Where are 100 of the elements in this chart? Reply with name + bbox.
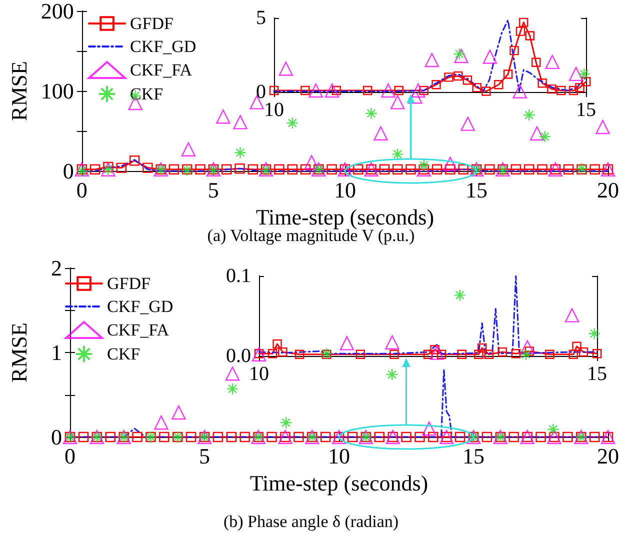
y-tick-label: 1 — [51, 340, 62, 365]
point — [181, 142, 196, 156]
point — [386, 368, 398, 381]
legend-label: CKF_GD — [107, 297, 174, 316]
point — [578, 347, 588, 357]
legend-label: GFDF — [130, 14, 174, 33]
point — [460, 116, 475, 131]
point — [482, 50, 498, 64]
point — [547, 84, 556, 94]
y-tick-label: 200 — [40, 0, 74, 24]
point — [154, 416, 168, 430]
point — [347, 432, 358, 442]
point — [522, 108, 536, 122]
x-tick-label: 10 — [334, 178, 356, 202]
point — [432, 164, 442, 174]
point — [272, 339, 282, 349]
point — [474, 350, 484, 359]
point — [537, 164, 548, 174]
y-tick-label: 0.1 — [226, 265, 251, 287]
point — [324, 83, 340, 98]
point — [422, 421, 436, 436]
point — [116, 162, 126, 173]
point — [225, 366, 240, 381]
point — [432, 80, 441, 90]
point — [240, 432, 250, 442]
y-tick-label: 2 — [51, 256, 62, 280]
y-tick-label: 0.0 — [226, 345, 251, 367]
point — [195, 164, 206, 174]
x-tick-label: 5 — [199, 444, 210, 468]
point — [300, 164, 311, 174]
x-axis-title: Time-step (seconds) — [256, 204, 434, 230]
point — [212, 432, 224, 442]
point — [545, 350, 554, 359]
point — [385, 335, 400, 350]
point — [381, 83, 396, 98]
point — [596, 120, 610, 134]
point — [578, 68, 590, 80]
point — [278, 62, 293, 76]
point — [233, 115, 248, 130]
point — [458, 164, 468, 174]
point — [482, 432, 492, 442]
point — [105, 432, 116, 442]
point — [418, 159, 430, 172]
x-tick-label: 5 — [208, 178, 219, 202]
point — [186, 432, 196, 442]
point — [510, 164, 522, 174]
point — [520, 348, 532, 360]
x-tick-label: 15 — [576, 99, 596, 121]
point — [391, 148, 404, 160]
point — [234, 164, 245, 174]
point — [304, 155, 319, 170]
point — [132, 432, 142, 442]
point — [556, 86, 566, 96]
point — [568, 350, 578, 359]
x-tick-label: 20 — [597, 444, 619, 468]
y-axis-title: RMSE — [6, 61, 32, 121]
point — [390, 350, 399, 359]
point — [538, 130, 551, 143]
y-tick-label: 0 — [62, 158, 74, 184]
point — [454, 432, 466, 442]
point — [563, 164, 574, 174]
point — [406, 164, 416, 174]
point — [168, 164, 180, 174]
point — [454, 48, 468, 64]
point — [226, 382, 239, 395]
legend-label: GFDF — [107, 274, 150, 293]
x-tick-label: 20 — [597, 178, 619, 202]
point — [589, 432, 600, 442]
x-axis-title: Time-step (seconds) — [250, 470, 428, 496]
point — [278, 347, 288, 357]
y-axis-title: RMSE — [6, 322, 32, 382]
point — [286, 116, 298, 130]
point — [300, 86, 310, 96]
point — [562, 432, 573, 442]
point — [545, 54, 560, 70]
point — [581, 77, 591, 86]
text: (b) Phase angle δ (radian) — [223, 512, 399, 531]
x-tick-label: 10 — [328, 444, 350, 468]
point — [503, 70, 513, 79]
point — [411, 83, 426, 98]
point — [374, 126, 388, 140]
point — [363, 86, 372, 96]
legend-label: CKF_FA — [107, 320, 170, 340]
point — [274, 164, 284, 174]
point — [568, 86, 578, 96]
point — [76, 164, 88, 178]
point — [392, 164, 403, 174]
point — [510, 46, 519, 56]
point — [508, 432, 519, 442]
point — [525, 31, 534, 40]
point — [129, 156, 140, 166]
point — [538, 78, 547, 88]
point — [280, 416, 292, 429]
point — [484, 350, 494, 359]
point — [374, 432, 384, 442]
point — [547, 423, 560, 436]
point — [142, 162, 153, 173]
legend-label: CKF — [107, 344, 140, 364]
point — [453, 71, 463, 81]
x-tick-label: 10 — [264, 99, 284, 121]
